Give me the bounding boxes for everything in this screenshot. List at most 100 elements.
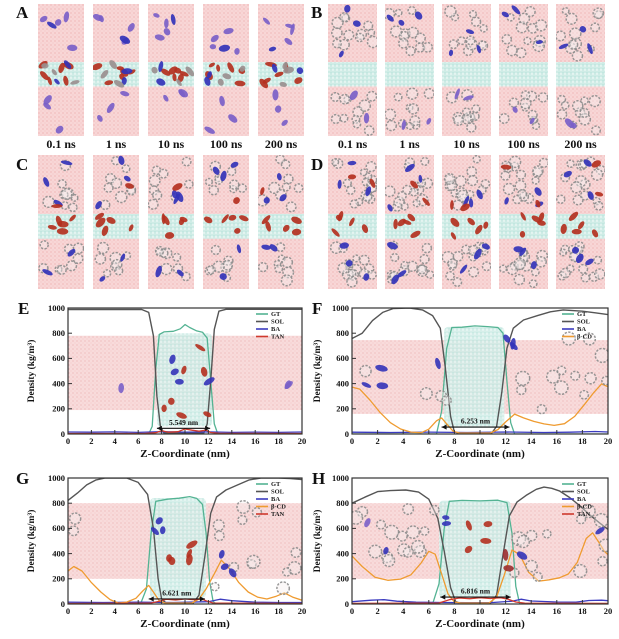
simulation-snapshot (148, 4, 194, 136)
svg-text:8: 8 (159, 606, 163, 616)
svg-text:0: 0 (345, 429, 349, 439)
svg-text:200: 200 (52, 574, 65, 584)
svg-text:600: 600 (52, 523, 65, 533)
svg-text:14: 14 (228, 436, 237, 446)
simulation-snapshot (38, 4, 84, 136)
svg-text:BA: BA (577, 326, 586, 333)
panel-letter-B: B (311, 3, 323, 22)
svg-text:TAN: TAN (271, 511, 285, 518)
svg-text:18: 18 (274, 606, 283, 616)
svg-text:Z-Coordinate (nm): Z-Coordinate (nm) (140, 448, 230, 460)
svg-text:16: 16 (553, 606, 562, 616)
svg-text:2: 2 (89, 436, 93, 446)
density-plot-E: 0 2 4 6 8 10 12 14 16 18 20 0 200 400 600 800 1000 Z-Coor… (0, 296, 310, 468)
snapshot-row-C (38, 155, 304, 289)
svg-text:GT: GT (271, 481, 281, 488)
panel-letter-C: C (16, 155, 29, 174)
density-chart-svg-F: 0 2 4 6 8 10 12 14 16 18 2002004006008001000Z-Coor… (312, 303, 613, 460)
svg-text:14: 14 (527, 436, 536, 446)
svg-text:16: 16 (251, 436, 260, 446)
svg-text:0: 0 (66, 436, 70, 446)
svg-text:20: 20 (298, 436, 307, 446)
density-plot-H: 0 2 4 6 8 10 12 14 16 18 20 0 200 400 600 800 1000 Z-Coor… (310, 466, 619, 638)
simulation-snapshot (93, 4, 139, 136)
time-label: 10 ns (157, 137, 185, 151)
simulation-snapshot (385, 155, 434, 289)
snapshot-row-A (38, 4, 304, 136)
svg-text:6: 6 (427, 436, 431, 446)
svg-text:20: 20 (604, 606, 613, 616)
svg-text:Density (kg/m³): Density (kg/m³) (312, 510, 323, 573)
svg-text:4: 4 (113, 606, 118, 616)
density-plot-G: 0 2 4 6 8 10 12 14 16 18 20 0 200 400 600 800 1000 Z-Coor… (0, 466, 310, 638)
svg-text:β-CD: β-CD (577, 504, 592, 511)
density-chart-svg-H: 0 2 4 6 8 10 12 14 16 18 2002004006008001000Z-Coor… (312, 473, 613, 630)
svg-text:BA: BA (271, 326, 280, 333)
svg-text:800: 800 (336, 328, 349, 338)
svg-text:1000: 1000 (332, 303, 349, 313)
svg-text:200: 200 (336, 404, 349, 414)
density-chart-svg-E: 0 2 4 6 8 10 12 14 16 18 2002004006008001000Z-Coor… (26, 303, 307, 460)
svg-text:0: 0 (66, 606, 70, 616)
svg-text:600: 600 (336, 353, 349, 363)
svg-text:18: 18 (274, 436, 283, 446)
svg-text:4: 4 (113, 436, 118, 446)
svg-text:1000: 1000 (48, 303, 65, 313)
simulation-snapshot (442, 4, 491, 136)
svg-text:12: 12 (204, 436, 213, 446)
svg-text:6: 6 (427, 606, 431, 616)
svg-text:18: 18 (578, 436, 587, 446)
svg-text:Density (kg/m³): Density (kg/m³) (26, 510, 37, 573)
svg-text:10: 10 (476, 606, 485, 616)
svg-text:2: 2 (89, 606, 93, 616)
time-label: 0.1 ns (46, 137, 76, 151)
svg-text:2: 2 (375, 436, 379, 446)
svg-text:0: 0 (61, 599, 65, 609)
svg-text:2: 2 (375, 606, 379, 616)
simulation-snapshot (93, 155, 139, 289)
svg-text:SOL: SOL (577, 489, 591, 496)
svg-text:800: 800 (336, 498, 349, 508)
svg-text:0: 0 (61, 429, 65, 439)
svg-text:8: 8 (159, 436, 163, 446)
simulation-snapshot (203, 155, 249, 289)
simulation-snapshot (556, 4, 605, 136)
svg-text:20: 20 (298, 606, 307, 616)
simulation-snapshot (556, 155, 605, 289)
time-label: 1 ns (105, 137, 127, 151)
panel-letter-G: G (16, 469, 30, 488)
svg-text:12: 12 (204, 606, 213, 616)
svg-text:600: 600 (336, 523, 349, 533)
svg-text:16: 16 (553, 436, 562, 446)
time-label: 1 ns (399, 137, 420, 151)
svg-text:14: 14 (527, 606, 536, 616)
density-plot-F: 0 2 4 6 8 10 12 14 16 18 20 0 200 400 600 800 1000 Z-Coor… (310, 296, 619, 468)
svg-text:β-CD: β-CD (271, 504, 286, 511)
panel-letter-D: D (311, 155, 324, 174)
svg-text:β-CD: β-CD (577, 334, 592, 341)
svg-text:20: 20 (604, 436, 613, 446)
simulation-snapshot (442, 155, 491, 289)
svg-text:1000: 1000 (48, 473, 65, 483)
snapshot-row-B (328, 4, 605, 136)
simulation-snapshot (499, 4, 548, 136)
svg-text:BA: BA (271, 496, 280, 503)
time-labels-left: 0.1 ns 1 ns 10 ns 100 ns 200 ns (38, 137, 304, 152)
svg-text:0: 0 (350, 606, 354, 616)
panel-letter-H: H (312, 469, 326, 488)
svg-text:10: 10 (181, 606, 190, 616)
svg-text:400: 400 (52, 548, 65, 558)
svg-text:5.549 nm: 5.549 nm (169, 418, 199, 427)
time-labels-right: 0.1 ns 1 ns 10 ns 100 ns 200 ns (328, 137, 605, 152)
simulation-snapshot (499, 155, 548, 289)
time-label: 200 ns (564, 137, 597, 151)
svg-text:6.816 nm: 6.816 nm (461, 587, 491, 596)
simulation-snapshot (258, 155, 304, 289)
svg-text:12: 12 (501, 436, 510, 446)
svg-text:Z-Coordinate (nm): Z-Coordinate (nm) (435, 618, 525, 630)
svg-text:GT: GT (577, 311, 587, 318)
time-label: 10 ns (453, 137, 480, 151)
simulation-snapshot (148, 155, 194, 289)
simulation-snapshot (38, 155, 84, 289)
